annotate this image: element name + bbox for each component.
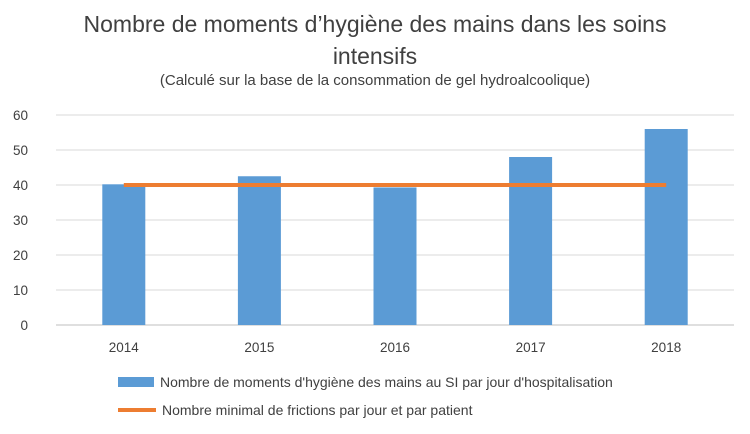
x-tick-label: 2016	[380, 340, 410, 355]
legend-swatch-bars	[118, 377, 154, 387]
bar	[373, 187, 417, 325]
y-tick-label: 0	[20, 318, 28, 333]
y-tick-label: 50	[13, 143, 28, 158]
x-tick-label: 2017	[516, 340, 546, 355]
y-axis-ticks: 0 10 20 30 40 50 60	[13, 108, 28, 333]
x-tick-label: 2014	[109, 340, 140, 355]
legend-swatch-line	[118, 408, 156, 412]
bar	[509, 157, 553, 325]
legend-label-line: Nombre minimal de frictions par jour et …	[162, 402, 473, 418]
legend-label-bars: Nombre de moments d'hygiène des mains au…	[160, 374, 613, 390]
bar	[102, 184, 146, 325]
bar-series	[102, 129, 688, 325]
x-axis-ticks: 2014 2015 2016 2017 2018	[109, 340, 681, 355]
legend-item-line: Nombre minimal de frictions par jour et …	[118, 402, 472, 418]
y-tick-label: 40	[13, 178, 28, 193]
chart-title: Nombre de moments d’hygiène des mains da…	[83, 11, 667, 69]
y-tick-label: 30	[13, 213, 28, 228]
y-tick-label: 60	[13, 108, 28, 123]
bar	[644, 129, 688, 325]
y-tick-label: 20	[13, 248, 28, 263]
y-tick-label: 10	[13, 283, 28, 298]
bar	[237, 176, 281, 325]
chart-subtitle: (Calculé sur la base de la consommation …	[159, 72, 591, 89]
legend-item-bars: Nombre de moments d'hygiène des mains au…	[118, 374, 613, 390]
x-tick-label: 2015	[244, 340, 274, 355]
x-tick-label: 2018	[651, 340, 681, 355]
